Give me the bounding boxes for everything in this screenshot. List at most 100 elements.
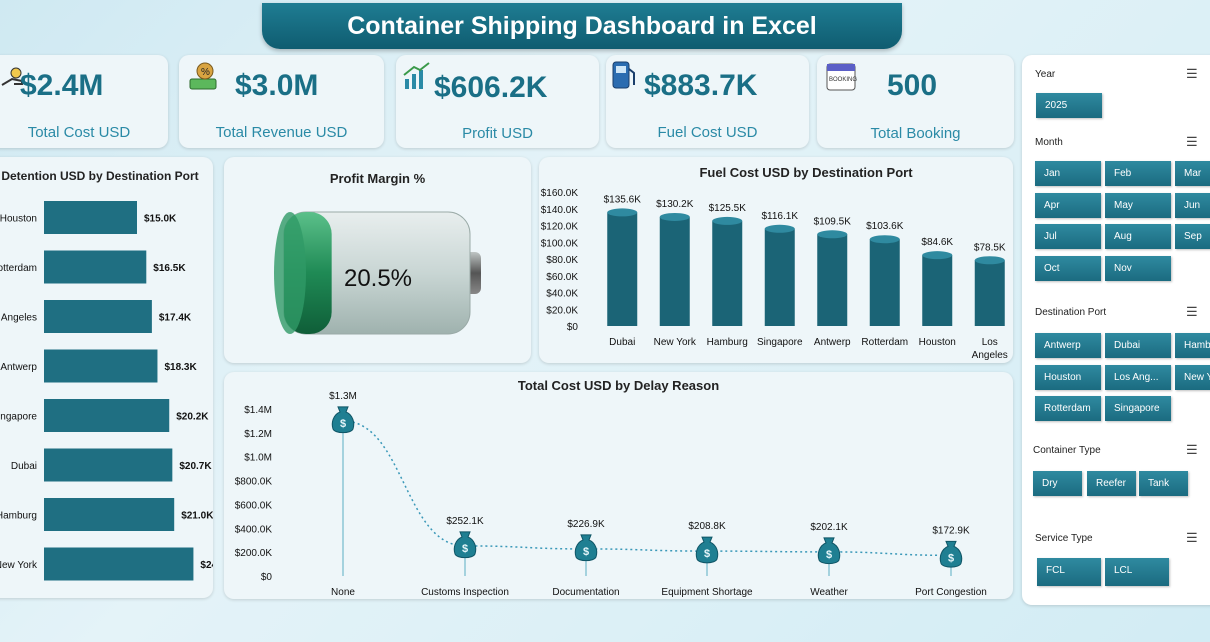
slicer-item[interactable]: Dry xyxy=(1033,471,1082,496)
dollar-sign: $ xyxy=(826,549,832,561)
data-label: $16.5K xyxy=(153,263,186,274)
data-label: $103.6K xyxy=(866,221,904,232)
kpi-value: 500 xyxy=(887,69,938,102)
slicer-item[interactable]: Dubai xyxy=(1105,333,1171,358)
growth-chart-icon xyxy=(403,62,430,89)
hand-money-icon xyxy=(1,67,23,86)
money-bag-shape xyxy=(695,536,719,564)
kpi-card-profit: $606.2K Profit USD xyxy=(396,55,599,148)
slicer-item[interactable]: LCL xyxy=(1105,558,1169,586)
y-tick-label: Dubai xyxy=(11,461,37,472)
money-bag-icon: $ xyxy=(453,531,477,559)
data-label: $125.5K xyxy=(709,203,747,214)
data-label: $226.9K xyxy=(567,519,605,530)
y-tick-label: Houston xyxy=(0,214,37,225)
bar-cap xyxy=(869,235,900,244)
x-tick-label: Weather xyxy=(810,587,848,598)
data-label: $135.6K xyxy=(604,194,642,205)
multi-select-icon[interactable]: ☰ xyxy=(1186,66,1198,81)
slicer-item[interactable]: FCL xyxy=(1037,558,1101,586)
bar xyxy=(869,239,900,326)
slicer-item[interactable]: Rotterdam xyxy=(1035,396,1101,421)
y-tick-label: $80.0K xyxy=(546,255,578,266)
x-tick-label: Houston xyxy=(919,337,956,348)
money-bag-icon: $ xyxy=(695,536,719,564)
slicer-title: Year xyxy=(1035,69,1056,80)
slicer-item[interactable]: Apr xyxy=(1035,192,1101,218)
money-percent-icon: % xyxy=(189,62,217,90)
slicer-item[interactable]: Hamb xyxy=(1175,333,1210,358)
y-tick-label: $160.0K xyxy=(541,188,579,199)
slicer-item[interactable]: Jun xyxy=(1175,192,1210,218)
slicer-item[interactable]: New Y xyxy=(1175,364,1210,390)
slicer-item[interactable]: Nov xyxy=(1105,255,1171,281)
multi-select-icon[interactable]: ☰ xyxy=(1186,304,1198,319)
y-tick-label: $200.0K xyxy=(235,548,273,559)
x-tick-label: Angeles xyxy=(972,350,1008,361)
dollar-sign: $ xyxy=(462,543,468,555)
bar xyxy=(44,300,152,333)
slicer-item[interactable]: Antwerp xyxy=(1035,333,1101,358)
y-tick-label: $140.0K xyxy=(541,205,579,216)
kpi-value: $606.2K xyxy=(434,71,548,104)
data-label: $116.1K xyxy=(761,211,798,222)
slicer-item[interactable]: Jan xyxy=(1035,161,1101,186)
fuel-chart-card: Fuel Cost USD by Destination Port $0 $20.… xyxy=(539,157,1013,363)
x-tick-label: Rotterdam xyxy=(861,337,908,348)
slicer-item[interactable]: Singapore xyxy=(1105,396,1171,421)
svg-text:BOOKING: BOOKING xyxy=(829,77,857,83)
slicer-item[interactable]: Feb xyxy=(1105,161,1171,186)
money-bag-shape xyxy=(574,534,598,562)
data-label: $15.0K xyxy=(144,214,177,225)
data-label: $20.2K xyxy=(176,412,209,423)
multi-select-icon[interactable]: ☰ xyxy=(1186,442,1198,457)
slicer-item[interactable]: Jul xyxy=(1035,224,1101,249)
y-tick-label: $0 xyxy=(567,322,579,333)
x-tick-label: Documentation xyxy=(552,587,619,598)
kpi-value: $3.0M xyxy=(235,69,319,102)
chart-title: Total Cost USD by Delay Reason xyxy=(517,378,720,393)
slicer-item[interactable]: Reefer xyxy=(1087,471,1136,496)
x-tick-label: Customs Inspection xyxy=(421,587,509,598)
profit-margin-card: Profit Margin % 20.5% xyxy=(224,157,531,363)
x-tick-label: Los xyxy=(982,337,998,348)
slicer-item[interactable]: May xyxy=(1105,192,1171,218)
bar xyxy=(817,234,848,326)
y-tick-label: Hamburg xyxy=(0,511,37,522)
multi-select-icon[interactable]: ☰ xyxy=(1186,530,1198,545)
dollar-sign: $ xyxy=(583,546,589,558)
bar xyxy=(764,228,795,326)
slicer-item[interactable]: Sep xyxy=(1175,224,1210,249)
kpi-card-total-revenue: % $3.0M Total Revenue USD xyxy=(179,55,384,148)
slicer-title: Container Type xyxy=(1033,445,1101,456)
bar xyxy=(44,250,147,284)
money-bag-icon: $ xyxy=(939,540,963,568)
slicer-item[interactable]: Aug xyxy=(1105,224,1171,249)
booking-calendar-icon: BOOKING xyxy=(826,63,857,91)
y-tick-label: $1.2M xyxy=(244,429,272,440)
slicer-item[interactable]: Houston xyxy=(1035,364,1101,390)
y-tick-label: $400.0K xyxy=(235,524,273,535)
data-label: $78.5K xyxy=(974,242,1006,253)
multi-select-icon[interactable]: ☰ xyxy=(1186,134,1198,149)
series-line xyxy=(342,420,952,557)
y-tick-label: $20.0K xyxy=(546,305,578,316)
slicer-item[interactable]: Mar xyxy=(1175,161,1210,186)
slicer-item[interactable]: Los Ang... xyxy=(1105,364,1171,390)
slicer-item[interactable]: Tank xyxy=(1139,471,1188,496)
battery-gauge: 20.5% xyxy=(274,211,481,335)
slicer-item[interactable]: Oct xyxy=(1035,255,1101,281)
bar-cap xyxy=(607,208,638,217)
data-label: $1.3M xyxy=(329,391,357,402)
x-tick-label: Dubai xyxy=(609,337,635,348)
data-label: $130.2K xyxy=(656,199,694,210)
bar-cap xyxy=(817,230,848,239)
data-label: $24.1K xyxy=(200,560,213,571)
slicer-title: Month xyxy=(1035,137,1063,148)
data-label: $208.8K xyxy=(688,521,726,532)
bar xyxy=(607,212,638,326)
y-tick-label: $600.0K xyxy=(235,500,273,511)
x-tick-label: Hamburg xyxy=(707,337,748,348)
bar xyxy=(44,349,158,383)
slicer-item[interactable]: 2025 xyxy=(1036,93,1102,118)
